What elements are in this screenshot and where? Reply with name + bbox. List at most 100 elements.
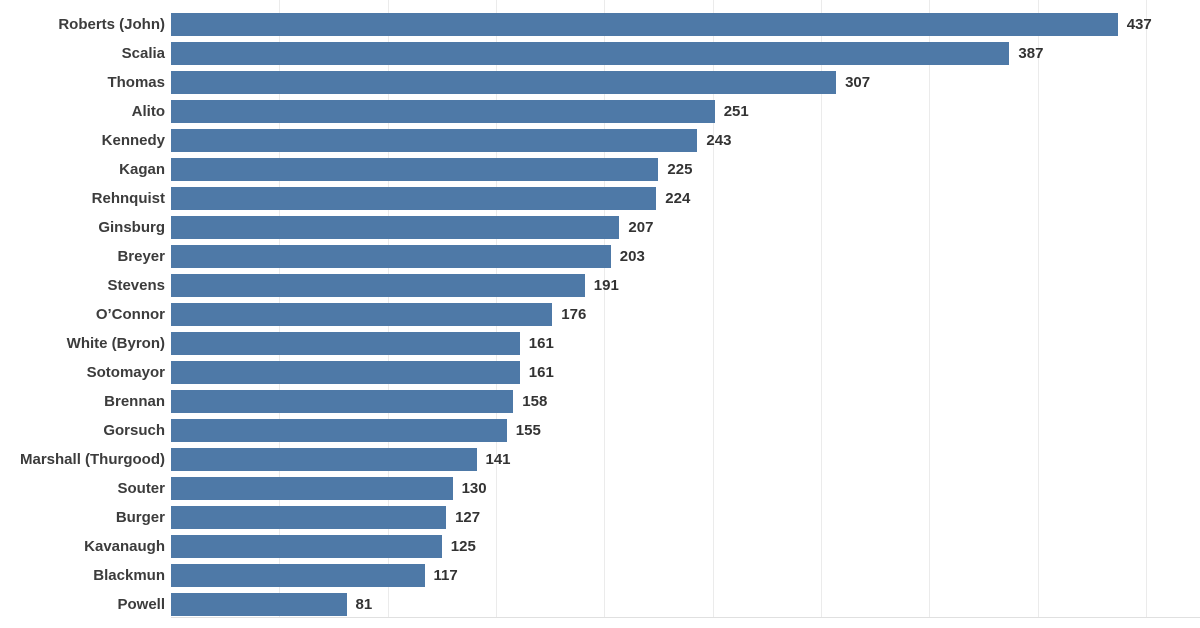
- bar[interactable]: [171, 303, 553, 326]
- bar-area: 387: [171, 42, 1200, 65]
- value-label: 191: [593, 277, 619, 294]
- table-row: Marshall (Thurgood) 141: [0, 445, 1200, 474]
- x-gridline: [604, 0, 606, 617]
- bar-area: 81: [171, 593, 1200, 616]
- table-row: Gorsuch 155: [0, 416, 1200, 445]
- category-label: White (Byron): [66, 335, 165, 352]
- category-label: Ginsburg: [98, 219, 165, 236]
- value-label: 141: [485, 451, 511, 468]
- category-label: Blackmun: [93, 567, 165, 584]
- x-gridline: [1145, 0, 1147, 617]
- bar-area: 141: [171, 448, 1200, 471]
- table-row: Kagan 225: [0, 155, 1200, 184]
- category-label: Burger: [115, 509, 165, 526]
- table-row: Sotomayor 161: [0, 358, 1200, 387]
- table-row: Thomas 307: [0, 68, 1200, 97]
- bar-area: 117: [171, 564, 1200, 587]
- bar[interactable]: [171, 477, 453, 500]
- bar[interactable]: [171, 100, 715, 123]
- bar-area: 161: [171, 332, 1200, 355]
- category-label: Rehnquist: [91, 190, 165, 207]
- bar-area: 127: [171, 506, 1200, 529]
- value-label: 155: [515, 422, 541, 439]
- category-label: Marshall (Thurgood): [20, 451, 165, 468]
- bar-area: 158: [171, 390, 1200, 413]
- value-label: 161: [528, 364, 554, 381]
- bar-area: 224: [171, 187, 1200, 210]
- bar-area: 243: [171, 129, 1200, 152]
- bar-area: 161: [171, 361, 1200, 384]
- bar[interactable]: [171, 332, 520, 355]
- bar[interactable]: [171, 216, 620, 239]
- category-label: Kavanaugh: [84, 538, 165, 555]
- bar-area: 125: [171, 535, 1200, 558]
- table-row: Ginsburg 207: [0, 213, 1200, 242]
- table-row: Breyer 203: [0, 242, 1200, 271]
- table-row: Scalia 387: [0, 39, 1200, 68]
- x-gridline: [820, 0, 822, 617]
- category-label: Powell: [117, 596, 165, 613]
- category-label: Alito: [131, 103, 165, 120]
- category-label: Scalia: [121, 45, 165, 62]
- bar[interactable]: [171, 390, 514, 413]
- bar[interactable]: [171, 71, 837, 94]
- bar-area: 307: [171, 71, 1200, 94]
- category-label: Brennan: [104, 393, 165, 410]
- value-label: 130: [461, 480, 487, 497]
- bar-area: 203: [171, 245, 1200, 268]
- table-row: Alito 251: [0, 97, 1200, 126]
- category-label: Sotomayor: [86, 364, 165, 381]
- bar[interactable]: [171, 593, 347, 616]
- value-label: 207: [628, 219, 654, 236]
- bar-area: 225: [171, 158, 1200, 181]
- table-row: Stevens 191: [0, 271, 1200, 300]
- value-label: 125: [450, 538, 476, 555]
- bar[interactable]: [171, 274, 585, 297]
- bar[interactable]: [171, 187, 657, 210]
- value-label: 387: [1018, 45, 1044, 62]
- bar[interactable]: [171, 13, 1118, 36]
- category-label: Thomas: [107, 74, 165, 91]
- bar[interactable]: [171, 42, 1010, 65]
- value-label: 117: [433, 567, 458, 584]
- bar[interactable]: [171, 564, 425, 587]
- bar[interactable]: [171, 506, 447, 529]
- table-row: Brennan 158: [0, 387, 1200, 416]
- value-label: 225: [667, 161, 693, 178]
- bar[interactable]: [171, 419, 507, 442]
- category-label: Kennedy: [101, 132, 165, 149]
- value-label: 176: [561, 306, 587, 323]
- table-row: Powell 81: [0, 590, 1200, 619]
- table-row: Roberts (John) 437: [0, 10, 1200, 39]
- bar[interactable]: [171, 448, 477, 471]
- category-label: Gorsuch: [103, 422, 165, 439]
- category-label: Stevens: [107, 277, 165, 294]
- value-label: 81: [355, 596, 373, 613]
- x-gridline: [929, 0, 931, 617]
- bar[interactable]: [171, 361, 520, 384]
- bar[interactable]: [171, 245, 611, 268]
- value-label: 161: [528, 335, 554, 352]
- bar[interactable]: [171, 158, 659, 181]
- bar-area: 251: [171, 100, 1200, 123]
- category-label: Kagan: [119, 161, 165, 178]
- value-label: 243: [706, 132, 732, 149]
- table-row: White (Byron) 161: [0, 329, 1200, 358]
- bar-area: 191: [171, 274, 1200, 297]
- bar-area: 176: [171, 303, 1200, 326]
- bar[interactable]: [171, 535, 442, 558]
- bar[interactable]: [171, 129, 698, 152]
- bar-rows: Roberts (John) 437 Scalia 387 Thomas 307 Alito…: [0, 10, 1200, 619]
- table-row: Kavanaugh 125: [0, 532, 1200, 561]
- table-row: Rehnquist 224: [0, 184, 1200, 213]
- value-label: 307: [845, 74, 871, 91]
- value-label: 158: [522, 393, 548, 410]
- bar-area: 130: [171, 477, 1200, 500]
- category-label: Souter: [117, 480, 165, 497]
- bar-area: 207: [171, 216, 1200, 239]
- value-label: 437: [1126, 16, 1152, 33]
- value-label: 251: [723, 103, 749, 120]
- value-label: 127: [455, 509, 481, 526]
- x-gridline: [712, 0, 714, 617]
